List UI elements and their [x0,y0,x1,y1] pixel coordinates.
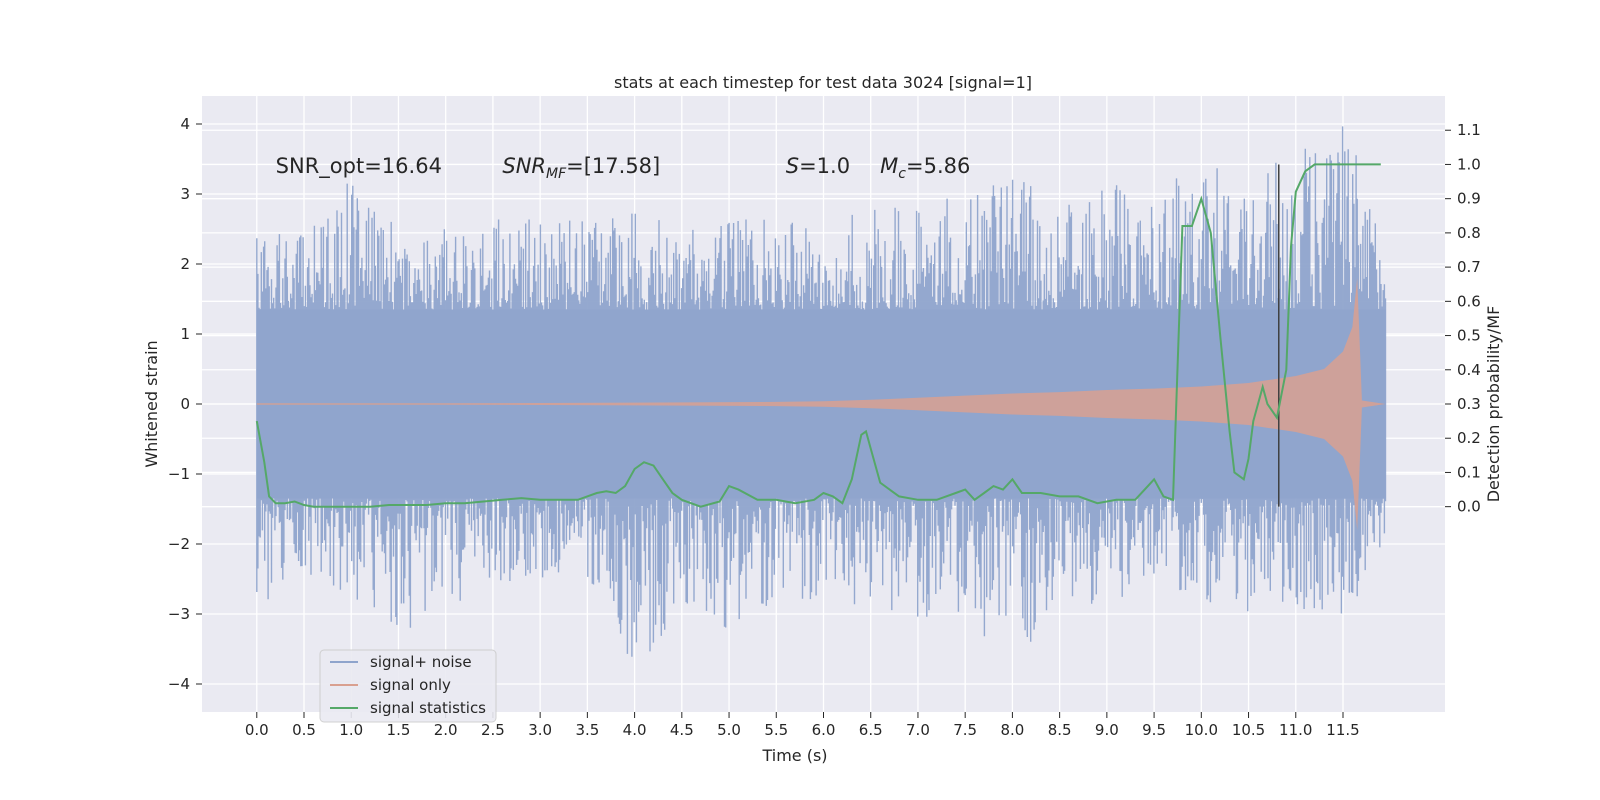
signal-noise-trace [256,126,1387,657]
x-tick-label: 1.0 [339,721,363,739]
y-right-tick-label: 1.1 [1457,121,1481,139]
y-left-tick-label: −2 [168,535,190,553]
y-right-tick-label: 0.3 [1457,395,1481,413]
x-tick-label: 2.5 [481,721,505,739]
x-tick-label: 1.5 [387,721,411,739]
x-tick-label: 8.5 [1048,721,1072,739]
x-tick-label: 0.5 [292,721,316,739]
signal-statistics-line [255,163,1381,508]
x-tick-label: 9.5 [1142,721,1166,739]
y-left-axis-label: Whitened strain [142,340,161,467]
y-left-tick-label: −1 [168,465,190,483]
y-left-tick-label: 2 [180,255,190,273]
legend: signal+ noise signal only signal statist… [319,649,497,723]
y-right-tick-label: 0.8 [1457,224,1481,242]
y-left-tick-label: −4 [168,675,190,693]
y-right-tick-label: 0.1 [1457,463,1481,481]
x-tick-label: 10.5 [1232,721,1265,739]
y-right-tick-label: 0.9 [1457,190,1481,208]
x-tick-label: 10.0 [1185,721,1218,739]
y-right-tick-label: 0.2 [1457,429,1481,447]
x-tick-label: 4.5 [670,721,694,739]
chart-traces [255,126,1387,657]
x-tick-label: 3.0 [528,721,552,739]
x-tick-label: 7.0 [906,721,930,739]
y-right-tick-label: 0.6 [1457,292,1481,310]
y-left-tick-label: −3 [168,605,190,623]
x-tick-label: 6.5 [859,721,883,739]
y-right-tick-label: 1.0 [1457,155,1481,173]
signal-only-trace [256,278,1386,530]
y-left-tick-label: 0 [180,395,190,413]
x-tick-label: 0.0 [245,721,269,739]
y-left-axis-ticks: 4 3 2 1 0 −1 −2 −3 −4 [168,115,202,693]
y-left-tick-label: 1 [180,325,190,343]
annotation-s: S=1.0 [786,154,850,178]
x-axis-label: Time (s) [761,746,827,765]
y-right-tick-label: 0.7 [1457,258,1481,276]
chart-title: stats at each timestep for test data 302… [614,73,1032,92]
y-right-tick-label: 0.4 [1457,361,1481,379]
annotation-snr-mf: SNRMF=[17.58] [502,154,660,182]
legend-label-signal-noise: signal+ noise [370,653,472,671]
x-tick-label: 5.5 [764,721,788,739]
y-right-axis-ticks: 1.1 1.0 0.9 0.8 0.7 0.6 0.5 0.4 0.3 0.2 0.1 0.0 [1445,121,1481,516]
y-left-tick-label: 4 [180,115,190,133]
x-tick-label: 3.5 [575,721,599,739]
x-tick-label: 7.5 [953,721,977,739]
x-tick-label: 4.0 [623,721,647,739]
annotation-mc: Mc=5.86 [880,154,970,182]
y-right-axis-label: Detection probability/MF [1484,306,1503,503]
x-axis-ticks: 0.0 0.5 1.0 1.5 2.0 2.5 3.0 3.5 4.0 4.5 5.0 5.5 6.0 6… [245,712,1360,739]
legend-label-signal-only: signal only [370,676,451,694]
x-tick-label: 8.0 [1000,721,1024,739]
x-tick-label: 11.0 [1279,721,1312,739]
x-tick-label: 2.0 [434,721,458,739]
annotations: SNR_opt=16.64 SNRMF=[17.58] S=1.0 Mc=5.86 [276,154,971,182]
legend-box [319,649,497,723]
y-left-tick-label: 3 [180,185,190,203]
x-tick-label: 11.5 [1326,721,1359,739]
x-tick-label: 9.0 [1095,721,1119,739]
annotation-snr-opt: SNR_opt=16.64 [276,154,442,179]
x-tick-label: 5.0 [717,721,741,739]
legend-label-signal-statistics: signal statistics [370,699,486,717]
y-right-tick-label: 0.0 [1457,498,1481,516]
x-tick-label: 6.0 [812,721,836,739]
y-right-tick-label: 0.5 [1457,327,1481,345]
